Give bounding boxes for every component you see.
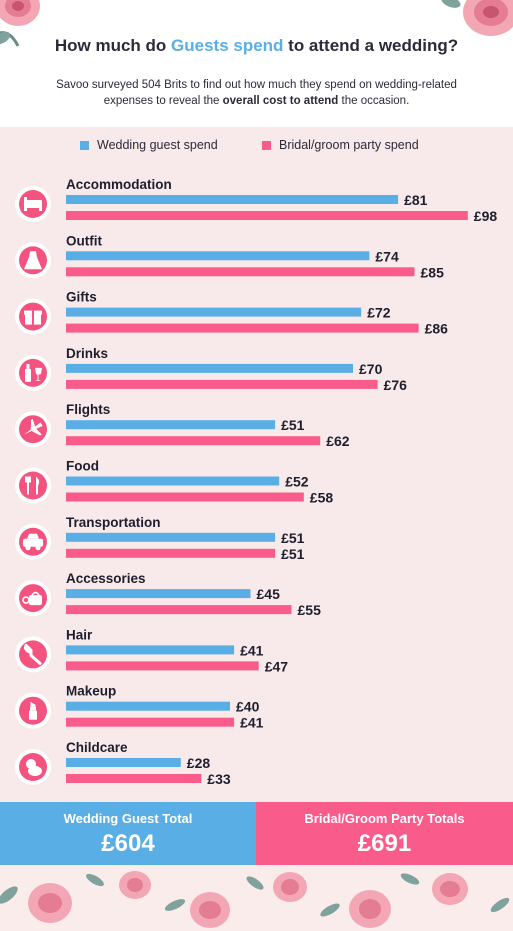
- party-total-value: £691: [357, 830, 412, 857]
- category-label: Drinks: [66, 346, 108, 361]
- chart-legend: Wedding guest spend Bridal/groom party s…: [0, 138, 513, 154]
- bar-value-label: £41: [240, 642, 264, 658]
- party-total-label: Bridal/Groom Party Totals: [304, 811, 465, 826]
- bar-value-label: £41: [240, 715, 264, 731]
- bar-value-label: £51: [281, 417, 305, 433]
- category-label: Outfit: [66, 233, 102, 248]
- category-label: Transportation: [66, 515, 161, 530]
- plane-icon: [15, 411, 51, 448]
- bar-value-label: £98: [474, 208, 498, 224]
- bar-guest: [66, 307, 362, 317]
- legend-item-party: Bridal/groom party spend: [262, 138, 419, 152]
- bar-value-label: £70: [359, 361, 383, 377]
- lipstick-icon: [15, 692, 51, 729]
- totals-bar: Wedding Guest Total £604 Bridal/Groom Pa…: [0, 802, 513, 865]
- bar-guest: [66, 532, 276, 542]
- guest-total-label: Wedding Guest Total: [63, 811, 193, 826]
- drinks-icon: [15, 354, 51, 391]
- bar-value-label: £58: [310, 490, 334, 506]
- bar-guest: [66, 589, 251, 599]
- gift-icon: [15, 298, 51, 335]
- bar-value-label: £45: [257, 586, 281, 602]
- bar-party: [66, 379, 378, 389]
- bar-value-label: £86: [425, 321, 449, 337]
- bar-guest: [66, 758, 181, 767]
- bed-icon: [15, 186, 51, 222]
- childcare-icon: [15, 749, 51, 785]
- category-label: Accessories: [66, 571, 146, 586]
- page-subtitle: Savoo surveyed 504 Brits to find out how…: [56, 79, 457, 107]
- bar-value-label: £62: [326, 433, 350, 449]
- bar-guest: [66, 420, 276, 430]
- bar-party: [66, 492, 304, 502]
- bar-party: [66, 661, 259, 671]
- bar-value-label: £51: [281, 546, 305, 562]
- category-label: Hair: [66, 627, 93, 642]
- bar-party: [66, 211, 468, 220]
- flower-decoration-top-right: [441, 0, 513, 36]
- bar-value-label: £85: [421, 264, 445, 280]
- bar-party: [66, 717, 235, 727]
- bar-chart: Accommodation £81 £98 Outfit £74 £85 Gifts £72 £…: [15, 177, 498, 787]
- bar-party: [66, 774, 202, 783]
- guest-total-box: Wedding Guest Total £604: [0, 802, 256, 865]
- legend-label-guest: Wedding guest spend: [97, 138, 218, 152]
- bar-value-label: £28: [187, 755, 211, 771]
- bar-guest: [66, 701, 230, 711]
- bar-value-label: £33: [207, 771, 231, 787]
- legend-swatch-guest: [80, 140, 89, 150]
- bar-party: [66, 548, 276, 558]
- taxi-icon: [15, 523, 51, 560]
- bar-value-label: £52: [285, 474, 309, 490]
- chart-panel: [0, 127, 513, 802]
- category-label: Makeup: [66, 684, 116, 699]
- legend-label-party: Bridal/groom party spend: [279, 138, 419, 152]
- bar-value-label: £76: [384, 377, 408, 393]
- guest-total-value: £604: [101, 830, 155, 857]
- legend-item-guest: Wedding guest spend: [80, 138, 218, 152]
- dress-icon: [15, 242, 51, 279]
- bar-value-label: £72: [367, 305, 391, 321]
- bar-value-label: £81: [404, 192, 428, 208]
- bar-party: [66, 605, 292, 615]
- category-label: Flights: [66, 402, 110, 417]
- bar-guest: [66, 645, 235, 655]
- cutlery-icon: [15, 467, 51, 504]
- bar-guest: [66, 195, 399, 204]
- accessories-icon: [15, 580, 51, 617]
- bar-guest: [66, 476, 280, 486]
- bar-value-label: £47: [265, 658, 289, 674]
- category-label: Gifts: [66, 290, 97, 305]
- bar-party: [66, 267, 415, 277]
- bar-party: [66, 436, 321, 446]
- category-label: Accommodation: [66, 177, 172, 192]
- legend-swatch-party: [262, 140, 271, 150]
- bar-value-label: £40: [236, 699, 260, 715]
- category-label: Childcare: [66, 740, 128, 755]
- bar-value-label: £55: [298, 602, 322, 618]
- flower-decoration-top-left: [0, 0, 40, 47]
- category-label: Food: [66, 459, 99, 474]
- bar-guest: [66, 363, 353, 373]
- bar-guest: [66, 251, 370, 261]
- comb-icon: [15, 636, 51, 673]
- flower-decoration-footer: [0, 865, 513, 931]
- page-title: How much do Guests spend to attend a wed…: [54, 36, 459, 55]
- bar-party: [66, 323, 419, 333]
- bar-value-label: £51: [281, 530, 305, 546]
- bar-value-label: £74: [375, 248, 399, 264]
- party-total-box: Bridal/Groom Party Totals £691: [256, 802, 513, 865]
